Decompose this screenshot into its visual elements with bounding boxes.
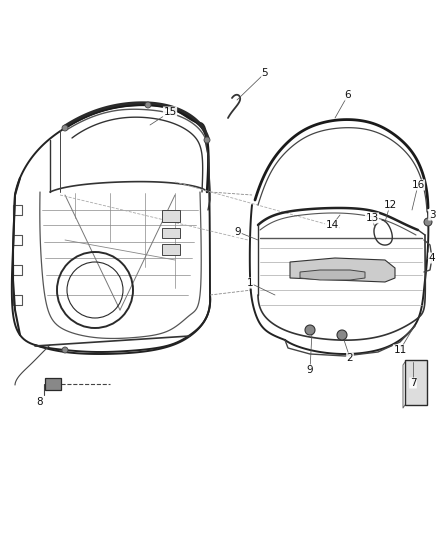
Text: 7: 7 [410, 378, 416, 388]
Bar [45, 378, 61, 390]
Polygon shape [300, 270, 365, 280]
Circle shape [424, 218, 432, 226]
Circle shape [62, 125, 68, 131]
Circle shape [145, 102, 151, 108]
Polygon shape [162, 228, 180, 238]
Polygon shape [162, 244, 180, 255]
Circle shape [337, 330, 347, 340]
Text: 8: 8 [37, 397, 43, 407]
Text: 15: 15 [163, 107, 177, 117]
Circle shape [204, 137, 210, 143]
Text: 16: 16 [411, 180, 424, 190]
Polygon shape [162, 210, 180, 222]
Text: 12: 12 [383, 200, 397, 210]
Polygon shape [290, 258, 395, 282]
Text: 14: 14 [325, 220, 339, 230]
Text: 5: 5 [261, 68, 268, 78]
Text: 6: 6 [345, 90, 351, 100]
Text: 2: 2 [347, 353, 353, 363]
Bar [405, 360, 427, 405]
Text: 4: 4 [429, 253, 435, 263]
Text: 3: 3 [429, 210, 435, 220]
Text: 9: 9 [307, 365, 313, 375]
Text: 9: 9 [235, 227, 241, 237]
Text: 1: 1 [247, 278, 253, 288]
Text: 11: 11 [393, 345, 406, 355]
Text: 13: 13 [365, 213, 378, 223]
Circle shape [305, 325, 315, 335]
Circle shape [62, 347, 68, 353]
